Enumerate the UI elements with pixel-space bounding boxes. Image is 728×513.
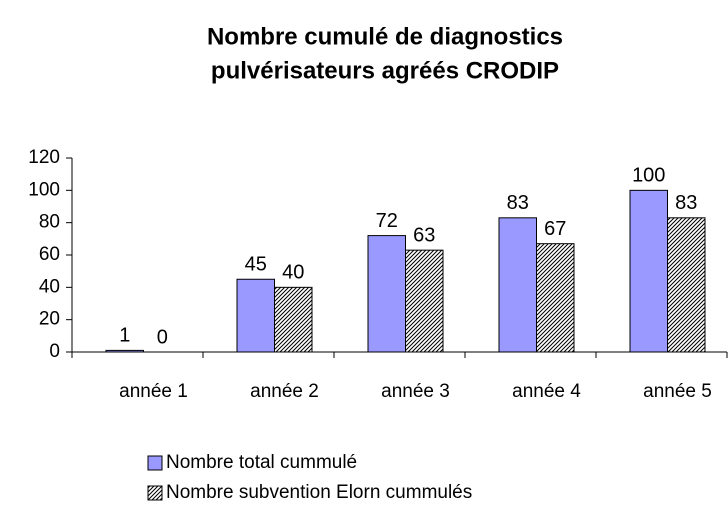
legend-label: Nombre total cummulé <box>166 452 357 473</box>
y-tick-label: 120 <box>28 147 60 168</box>
x-tick-label: année 3 <box>381 381 450 402</box>
bar <box>274 286 313 353</box>
bar <box>405 249 444 353</box>
x-tick-label: année 4 <box>512 381 581 402</box>
value-label: 67 <box>544 218 566 240</box>
value-label: 83 <box>675 192 697 214</box>
value-label: 63 <box>413 224 435 246</box>
value-label: 1 <box>119 325 130 347</box>
y-tick-label: 20 <box>39 309 60 330</box>
bar <box>667 217 706 353</box>
value-label: 45 <box>245 254 267 276</box>
x-tick-label: année 1 <box>119 381 188 402</box>
x-tick-label: année 2 <box>250 381 319 402</box>
legend-swatch <box>147 485 163 501</box>
value-label: 83 <box>507 192 529 214</box>
chart-title: pulvérisateurs agréés CRODIP <box>211 57 559 84</box>
bar <box>236 278 275 353</box>
y-tick-label: 100 <box>28 179 60 200</box>
y-tick-label: 0 <box>49 341 60 362</box>
value-label: 0 <box>157 326 168 348</box>
legend-swatch <box>147 455 163 471</box>
value-label: 72 <box>376 210 398 232</box>
bar <box>367 235 406 353</box>
legend-label: Nombre subvention Elorn cummulés <box>166 482 472 503</box>
y-tick-label: 80 <box>39 212 60 233</box>
chart-title: Nombre cumulé de diagnostics <box>207 23 563 50</box>
x-tick-label: année 5 <box>643 381 712 402</box>
bar <box>536 243 575 353</box>
bar <box>629 189 668 353</box>
y-tick-label: 60 <box>39 244 60 265</box>
bar <box>105 349 144 353</box>
value-label: 100 <box>632 165 665 187</box>
y-tick-label: 40 <box>39 276 60 297</box>
value-label: 40 <box>282 262 304 284</box>
bar <box>498 217 537 353</box>
